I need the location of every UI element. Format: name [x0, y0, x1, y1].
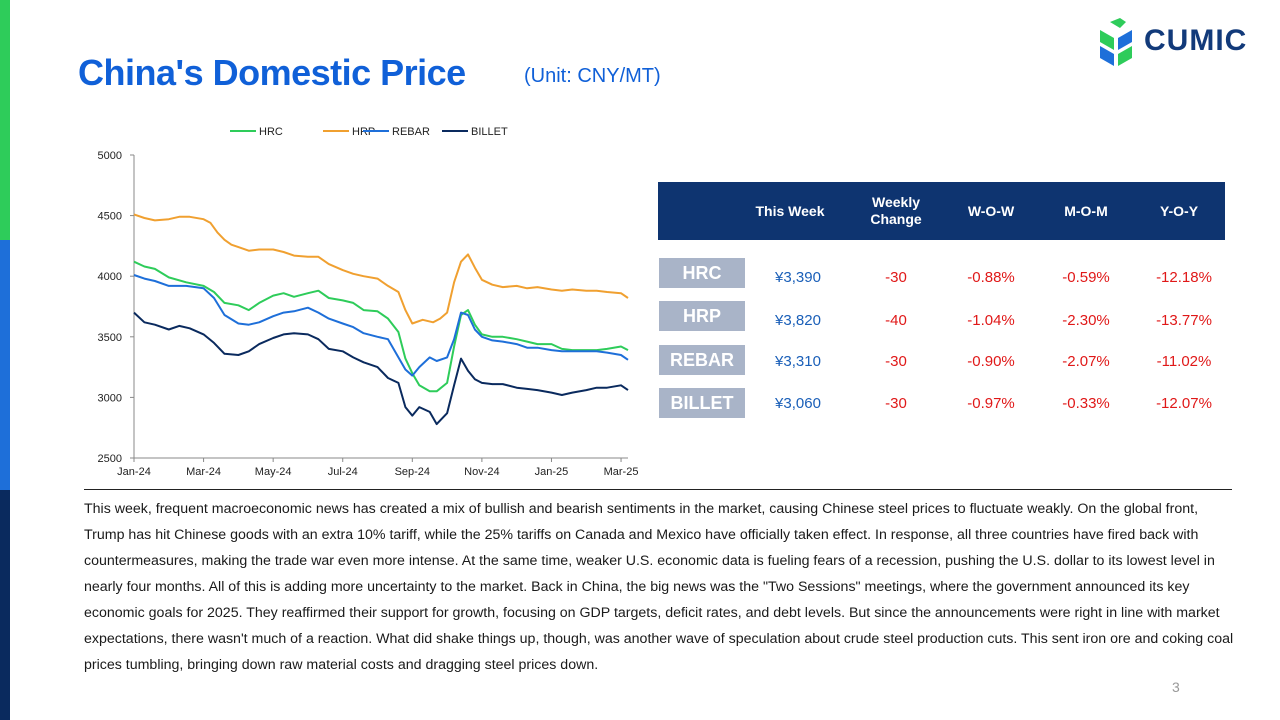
- billet-mom: -0.33%: [1062, 395, 1110, 412]
- y-tick-label: 2500: [98, 453, 122, 465]
- y-tick-label: 3500: [98, 332, 122, 344]
- billet-yoy: -12.07%: [1156, 395, 1212, 412]
- header-wow: W-O-W: [967, 202, 1015, 219]
- hrc-wow: -0.88%: [967, 269, 1015, 286]
- divider: [84, 489, 1232, 490]
- header-mom: M-O-M: [1064, 202, 1108, 219]
- series-line-billet: [133, 311, 629, 426]
- hrp-mom: -2.30%: [1062, 312, 1110, 329]
- hrp-this-week: ¥3,820: [775, 312, 821, 329]
- y-tick-label: 3000: [98, 392, 122, 404]
- market-commentary: This week, frequent macroeconomic news h…: [84, 501, 1234, 673]
- legend-label-billet: BILLET: [471, 126, 508, 138]
- series-line-rebar: [133, 274, 629, 377]
- x-tick-label: Nov-24: [464, 466, 499, 478]
- unit-label: (Unit: CNY/MT): [524, 65, 661, 87]
- hrc-mom: -0.59%: [1062, 269, 1110, 286]
- series-line-hrp: [133, 213, 629, 325]
- page-title: China's Domestic Price: [78, 52, 466, 93]
- table-header: This Week Weekly Change W-O-W M-O-M Y-O-…: [658, 182, 1225, 240]
- row-label-hrp: HRP: [659, 301, 745, 331]
- rebar-wow: -0.90%: [967, 353, 1015, 370]
- y-tick-label: 4500: [98, 211, 122, 223]
- accent-bar-green: [0, 0, 10, 240]
- row-label-hrc: HRC: [659, 258, 745, 288]
- logo-mark-icon: [1100, 18, 1132, 66]
- x-tick-label: Mar-24: [186, 466, 221, 478]
- header-yoy: Y-O-Y: [1159, 202, 1199, 219]
- hrc-change: -30: [885, 269, 907, 286]
- legend-label-hrc: HRC: [259, 126, 283, 138]
- accent-bar-navy: [0, 490, 10, 720]
- hrp-change: -40: [885, 312, 907, 329]
- hrp-yoy: -13.77%: [1156, 312, 1212, 329]
- rebar-this-week: ¥3,310: [775, 353, 821, 370]
- y-tick-label: 5000: [98, 150, 122, 162]
- hrc-yoy: -12.18%: [1156, 269, 1212, 286]
- x-tick-label: Jan-25: [535, 466, 569, 478]
- x-tick-label: Mar-25: [604, 466, 639, 478]
- logo-text: CUMIC: [1144, 24, 1248, 57]
- company-logo: CUMIC: [1096, 18, 1256, 68]
- row-label-rebar: REBAR: [659, 345, 745, 375]
- x-tick-label: Jul-24: [328, 466, 358, 478]
- billet-this-week: ¥3,060: [775, 395, 821, 412]
- accent-bar-blue: [0, 240, 10, 490]
- billet-change: -30: [885, 395, 907, 412]
- row-label-billet: BILLET: [659, 388, 745, 418]
- page-number: 3: [1172, 679, 1180, 695]
- billet-wow: -0.97%: [967, 395, 1015, 412]
- x-tick-label: Jan-24: [117, 466, 151, 478]
- y-tick-label: 4000: [98, 271, 122, 283]
- header-this-week: This Week: [755, 202, 825, 219]
- header-weekly-change: Weekly Change: [870, 194, 922, 227]
- price-line-chart: 2500 3000 3500 4000 4500 5000 Jan-24 Mar-24 May-…: [98, 126, 639, 478]
- x-tick-label: Sep-24: [395, 466, 430, 478]
- x-tick-label: May-24: [255, 466, 292, 478]
- legend-label-rebar: REBAR: [392, 126, 430, 138]
- hrp-wow: -1.04%: [967, 312, 1015, 329]
- series-line-hrc: [133, 260, 629, 393]
- hrc-this-week: ¥3,390: [775, 269, 821, 286]
- rebar-yoy: -11.02%: [1156, 353, 1212, 370]
- rebar-mom: -2.07%: [1062, 353, 1110, 370]
- rebar-change: -30: [885, 353, 907, 370]
